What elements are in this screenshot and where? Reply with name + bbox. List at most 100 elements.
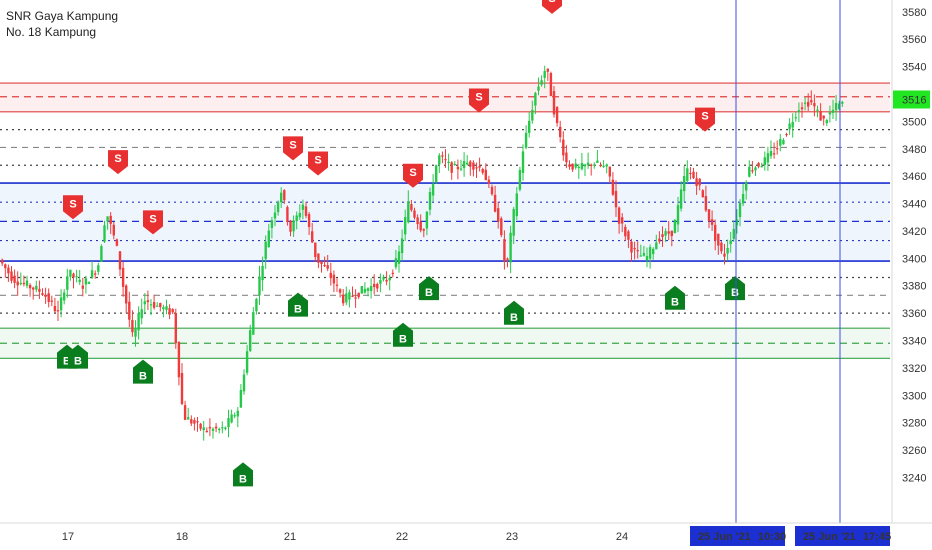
buy-marker-shape xyxy=(419,276,439,301)
candle-body xyxy=(562,139,565,156)
sell-marker-shape xyxy=(63,195,83,220)
buy-signal-marker: B xyxy=(68,344,88,369)
candle-body xyxy=(298,212,301,218)
candle-body xyxy=(475,167,478,169)
candle-body xyxy=(100,246,103,263)
candle-body xyxy=(19,282,22,285)
candle-body xyxy=(363,288,367,293)
candle-body xyxy=(106,216,109,222)
sell-marker-shape xyxy=(542,0,562,14)
candle-body xyxy=(180,372,184,405)
buy-signal-marker: B xyxy=(725,276,745,301)
price-axis[interactable]: 3240 3260 3280 3300 3320 3340 3360 3380 3400 3420… xyxy=(891,0,932,523)
candle-body xyxy=(84,278,88,285)
candle-body xyxy=(87,282,91,284)
candle-body xyxy=(757,163,760,167)
candle-body xyxy=(211,428,215,431)
sell-signal-marker: S xyxy=(63,195,83,220)
price-tick-label: 3500 xyxy=(902,116,926,128)
candle-body xyxy=(416,217,419,225)
candle-body xyxy=(152,302,156,308)
candle-body xyxy=(645,256,649,261)
candle-body xyxy=(509,232,512,263)
candle-body xyxy=(125,285,128,304)
buy-marker-label: B xyxy=(294,304,302,316)
price-tick-label: 3580 xyxy=(902,7,926,19)
candle-body xyxy=(676,205,680,225)
sell-marker-shape xyxy=(143,210,163,235)
candle-body xyxy=(94,273,97,275)
candle-body xyxy=(382,277,385,280)
time-axis-bg xyxy=(0,523,932,550)
candle-body xyxy=(199,423,202,429)
candle-body xyxy=(751,170,754,172)
candle-body xyxy=(143,301,146,305)
buy-signal-marker: B xyxy=(665,285,685,310)
candle-body xyxy=(531,109,534,121)
candle-body xyxy=(425,211,429,229)
candle-body xyxy=(221,427,224,429)
candle-body xyxy=(456,166,460,170)
candle-body xyxy=(450,162,453,173)
candle-body xyxy=(825,120,828,124)
candle-body xyxy=(745,182,748,191)
candle-body xyxy=(332,274,336,284)
candle-body xyxy=(602,165,605,167)
buy-marker-shape xyxy=(68,344,88,369)
candle-body xyxy=(683,176,686,192)
candle-body xyxy=(515,193,518,217)
candle-body xyxy=(717,233,720,246)
candle-body xyxy=(255,298,258,312)
crosshair-date-bg xyxy=(690,526,785,546)
candle-body xyxy=(373,283,376,288)
buy-marker-shape xyxy=(288,292,308,317)
candle-body xyxy=(342,294,345,304)
last-price-tag[interactable] xyxy=(893,90,930,109)
sell-marker-shape xyxy=(108,150,128,175)
candle-body xyxy=(13,275,16,283)
candle-body xyxy=(326,265,329,269)
price-tick-label: 3320 xyxy=(902,363,926,375)
candle-body xyxy=(90,270,94,278)
candle-body xyxy=(227,418,230,428)
candle-body xyxy=(404,217,407,235)
date-tick-label: 17 xyxy=(62,531,74,543)
candle-body xyxy=(280,192,283,203)
candle-body xyxy=(726,248,729,254)
candle-body xyxy=(580,163,584,170)
candle-body xyxy=(720,242,723,252)
sell-marker-label: S xyxy=(69,198,76,210)
candle-body xyxy=(791,121,794,128)
candle-body xyxy=(56,310,60,312)
time-axis[interactable]: 17 18 21 22 23 24 25 Jun '21 10:30 25 Jun '21 17:… xyxy=(0,522,932,550)
sell-marker-label: S xyxy=(114,153,121,165)
candle-body xyxy=(661,234,664,238)
candle-body xyxy=(323,264,326,267)
sell-marker-shape xyxy=(695,107,715,132)
crosshair-date-tag[interactable]: 25 Jun '21 17:45 xyxy=(795,526,891,546)
sell-marker-label: S xyxy=(701,111,708,123)
candle-body xyxy=(134,328,137,337)
candle-body xyxy=(559,126,562,138)
crosshair-date-tag[interactable]: 25 Jun '21 10:30 xyxy=(690,526,786,546)
candle-body xyxy=(38,288,41,292)
crosshair-lines xyxy=(735,0,841,523)
candle-body xyxy=(552,91,556,115)
candle-body xyxy=(574,163,577,168)
buy-marker-label: B xyxy=(139,371,147,383)
sell-marker-label: S xyxy=(475,91,482,103)
candle-body xyxy=(128,301,131,320)
candle-body xyxy=(807,101,810,107)
candle-body xyxy=(435,165,438,183)
candle-body xyxy=(214,426,218,429)
candle-body xyxy=(162,307,165,310)
sell-marker-shape xyxy=(403,163,423,188)
candle-body xyxy=(431,184,435,196)
candle-body xyxy=(78,279,81,283)
legend-subtitle: No. 18 Kampung xyxy=(6,25,97,39)
candle-body xyxy=(137,313,140,331)
sell-signal-marker: S xyxy=(542,0,562,14)
candle-body xyxy=(838,103,841,110)
candle-body xyxy=(149,304,153,306)
